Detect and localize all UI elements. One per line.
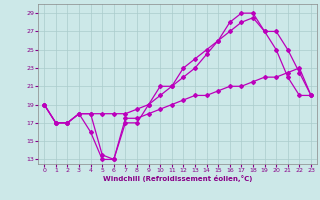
X-axis label: Windchill (Refroidissement éolien,°C): Windchill (Refroidissement éolien,°C) xyxy=(103,175,252,182)
